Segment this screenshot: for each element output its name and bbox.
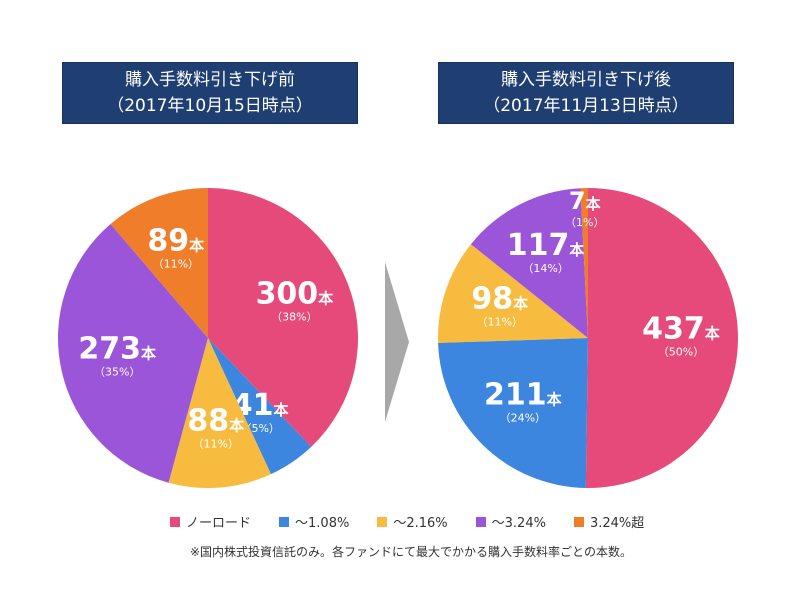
legend-item-3-24: ～3.24% <box>475 512 546 531</box>
legend-label: 3.24%超 <box>589 516 645 531</box>
slice-percent-label: （24%） <box>500 411 546 424</box>
pie-slice <box>585 188 738 488</box>
pie-slice <box>168 338 271 489</box>
legend-label: ノーロード <box>186 516 252 531</box>
slice-percent-label: （11%） <box>153 258 199 271</box>
legend-item-over-3-24: 3.24%超 <box>573 512 645 531</box>
left-pie: 300本（38%）41本（5%）88本（11%）273本（35%）89本（11%… <box>57 188 359 489</box>
legend-swatch <box>475 516 486 527</box>
legend-item-2-16: ～2.16% <box>377 512 448 531</box>
slice-value-label: 211本 <box>484 377 562 412</box>
legend-label: ～2.16% <box>393 516 448 531</box>
pie-slice <box>470 188 588 338</box>
left-chart-title-line1: 購入手数料引き下げ前 <box>125 70 295 90</box>
legend-swatch <box>279 516 290 527</box>
slice-value-label: 89本 <box>147 224 204 259</box>
legend-swatch <box>377 516 388 527</box>
pie-slice <box>110 188 208 338</box>
slice-value-label: 437本 <box>642 312 720 347</box>
legend: ノーロード ～1.08% ～2.16% ～3.24% 3.24%超 <box>170 512 644 531</box>
pie-slice <box>57 223 209 483</box>
legend-item-1-08: ～1.08% <box>279 512 349 531</box>
slice-percent-label: （1%） <box>565 216 604 229</box>
legend-item-no-load: ノーロード <box>170 512 251 531</box>
slice-percent-label: （11%） <box>477 316 523 329</box>
left-chart-title-line2: （2017年10月15日時点） <box>107 96 313 116</box>
slice-percent-label: （35%） <box>94 365 140 378</box>
slice-value-label: 98本 <box>471 282 528 317</box>
legend-swatch <box>573 516 584 527</box>
slice-value-label: 273本 <box>78 331 156 366</box>
footnote: ※国内株式投資信託のみ。各ファンドにて最大でかかる購入手数料率ごとの本数。 <box>190 545 632 559</box>
right-chart-title-line1: 購入手数料引き下げ後 <box>501 70 671 90</box>
legend-label: ～1.08% <box>295 516 350 531</box>
slice-percent-label: （11%） <box>193 438 239 451</box>
slice-percent-label: （38%） <box>271 311 317 324</box>
slice-value-label: 88本 <box>187 404 244 439</box>
legend-label: ～3.24% <box>491 516 546 531</box>
slice-percent-label: （14%） <box>522 262 568 275</box>
right-chart-title: 購入手数料引き下げ後 （2017年11月13日時点） <box>438 62 734 124</box>
legend-swatch <box>170 516 180 527</box>
pie-slice <box>580 188 588 338</box>
arrow-right-icon <box>385 262 409 422</box>
slice-value-label: 117本 <box>507 228 585 263</box>
left-chart-title: 購入手数料引き下げ前 （2017年10月15日時点） <box>62 62 358 124</box>
slice-percent-label: （50%） <box>658 346 704 359</box>
pie-slice <box>208 188 359 447</box>
right-chart-title-line2: （2017年11月13日時点） <box>483 96 689 116</box>
pie-slice <box>438 338 588 488</box>
slice-value-label: 300本 <box>256 277 334 312</box>
right-pie: 437本（50%） 211本（24%） 98本（11%） 117本（14%） 7本（1%… <box>437 187 738 488</box>
pie-slice <box>208 338 312 475</box>
pie-slice <box>437 244 588 343</box>
slice-value-label: 7本 <box>569 187 601 215</box>
